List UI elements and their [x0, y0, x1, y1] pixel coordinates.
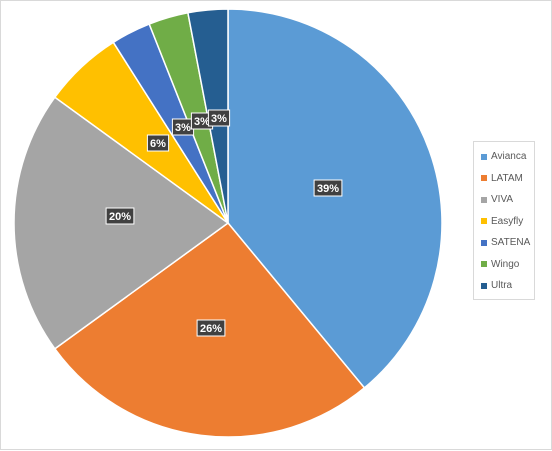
legend-swatch-ultra	[481, 282, 487, 289]
legend-item-ultra: Ultra	[481, 275, 534, 297]
data-label-wingo: 3%	[190, 112, 214, 130]
legend-label-satena: SATENA	[491, 237, 531, 249]
data-label-text: 39%	[317, 183, 339, 195]
data-label-text: 3%	[175, 122, 191, 134]
data-label-text: 3%	[211, 113, 227, 125]
data-label-ultra: 3%	[207, 109, 231, 127]
legend-swatch-wingo	[481, 261, 487, 268]
legend-label-easyfly: Easyfly	[491, 215, 524, 227]
legend-item-wingo: Wingo	[481, 254, 534, 276]
legend-swatch-viva	[481, 196, 487, 203]
pie-slice-avianca	[227, 8, 443, 389]
legend-swatch-avianca	[481, 153, 487, 160]
legend-label-latam: LATAM	[491, 172, 523, 184]
data-label-avianca: 39%	[313, 179, 343, 197]
data-label-latam: 26%	[196, 319, 226, 337]
legend-label-ultra: Ultra	[491, 280, 513, 292]
data-label-text: 26%	[200, 323, 222, 335]
legend-item-easyfly: Easyfly	[481, 211, 534, 233]
data-label-viva: 20%	[105, 207, 135, 225]
legend-label-avianca: Avianca	[491, 151, 527, 163]
legend: Avianca LATAM VIVA Easyfly SATENA Wingo …	[473, 141, 535, 300]
legend-label-viva: VIVA	[491, 194, 514, 206]
legend-swatch-latam	[481, 175, 487, 182]
data-label-text: 6%	[150, 138, 166, 150]
legend-item-satena: SATENA	[481, 232, 534, 254]
legend-item-avianca: Avianca	[481, 146, 534, 168]
data-label-text: 20%	[109, 211, 131, 223]
data-label-easyfly: 6%	[146, 134, 170, 152]
legend-swatch-satena	[481, 239, 487, 246]
legend-item-viva: VIVA	[481, 189, 534, 211]
legend-item-latam: LATAM	[481, 168, 534, 190]
legend-label-wingo: Wingo	[491, 258, 520, 270]
data-label-satena: 3%	[171, 118, 195, 136]
data-label-text: 3%	[194, 116, 210, 128]
legend-swatch-easyfly	[481, 218, 487, 225]
